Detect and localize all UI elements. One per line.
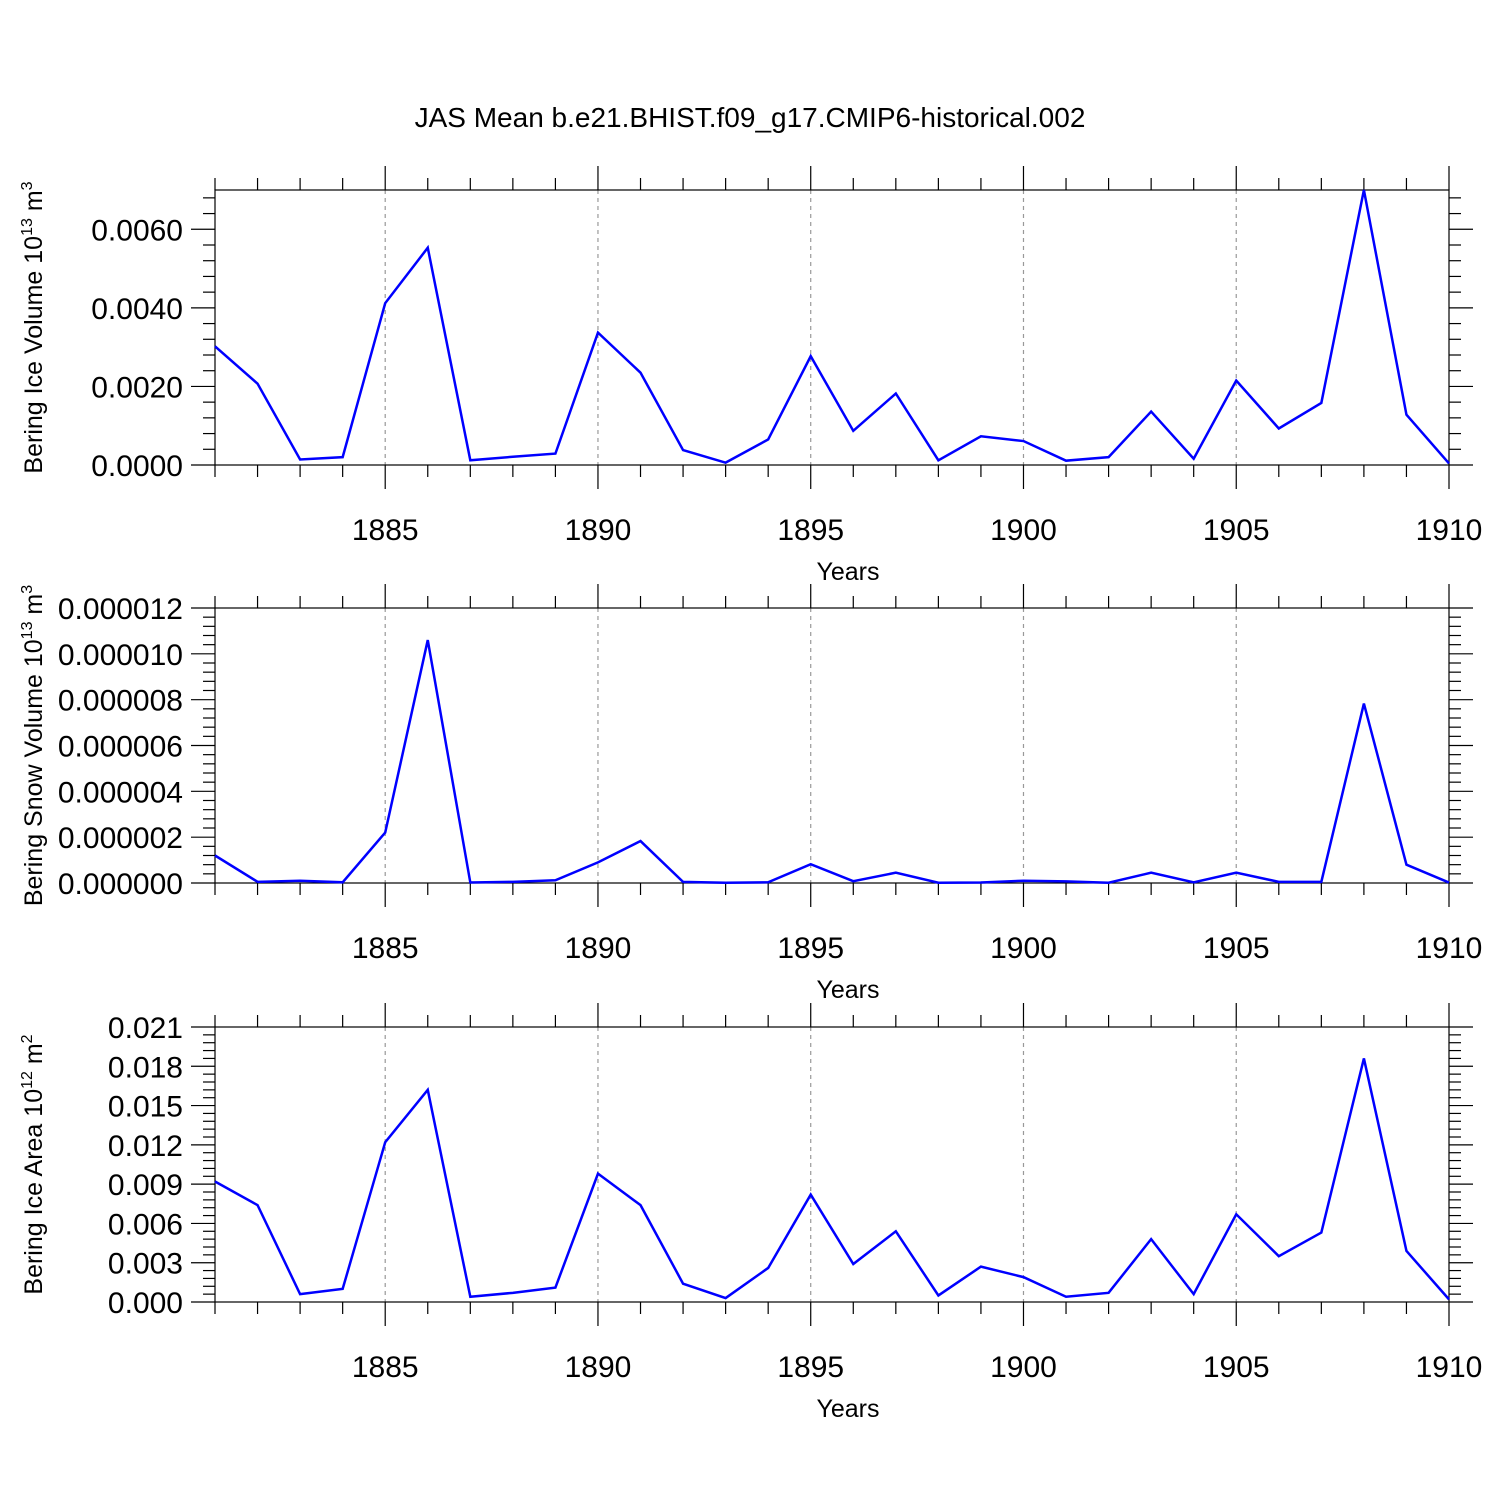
y-tick-label: 0.000010 [58,639,183,672]
y-axis-title: Bering Snow Volume 1013 m3 [19,585,48,906]
x-tick-label: 1905 [1203,1351,1270,1384]
chart-panel-1: 0.0000 0.0020 0.0040 0.0060 1885 1890 1895 1900… [19,166,1482,586]
x-tick-label: 1900 [990,1351,1057,1384]
y-tick-label: 0.000004 [58,776,183,809]
plot-frame [214,189,1450,466]
chart-panel-3: 0.000 0.003 0.006 0.009 0.012 0.015 0.018 0.021… [19,1003,1482,1423]
y-tick-label: 0.012 [108,1130,183,1163]
y-tick-label: 0.009 [108,1169,183,1202]
x-tick-label: 1905 [1203,514,1270,547]
y-tick-label: 0.000000 [58,868,183,901]
x-tick-label: 1895 [777,514,844,547]
y-tick-label: 0.0040 [91,293,183,326]
y-tick-label: 0.000002 [58,822,183,855]
series-line [214,189,1450,465]
x-tick-label: 1885 [352,932,419,965]
x-tick-label: 1900 [990,932,1057,965]
y-tick-label: 0.003 [108,1248,183,1281]
x-tick-label: 1885 [352,514,419,547]
x-tick-label: 1895 [777,1351,844,1384]
y-tick-label: 0.0020 [91,371,183,404]
plot-frame [214,607,1450,884]
x-axis-title: Years [816,976,879,1004]
y-tick-label: 0.000008 [58,685,183,718]
y-tick-label: 0.021 [108,1012,183,1045]
x-tick-label: 1910 [1416,514,1483,547]
x-tick-label: 1900 [990,514,1057,547]
y-tick-label: 0.018 [108,1051,183,1084]
y-tick-label: 0.000012 [58,593,183,626]
y-tick-label: 0.015 [108,1091,183,1124]
x-tick-label: 1910 [1416,1351,1483,1384]
y-tick-label: 0.000 [108,1287,183,1320]
y-tick-label: 0.006 [108,1208,183,1241]
x-axis-title: Years [816,558,879,586]
y-tick-label: 0.0060 [91,214,183,247]
x-tick-label: 1895 [777,932,844,965]
y-axis-title: Bering Ice Volume 1013 m3 [19,181,48,473]
chart-panels: 0.0000 0.0020 0.0040 0.0060 1885 1890 1895 1900… [19,166,1482,1423]
x-tick-label: 1890 [565,1351,632,1384]
series-line [214,639,1450,885]
y-tick-label: 0.000006 [58,731,183,764]
chart-title: JAS Mean b.e21.BHIST.f09_g17.CMIP6-histo… [415,102,1086,133]
x-tick-label: 1905 [1203,932,1270,965]
chart-panel-2: 0.000000 0.000002 0.000004 0.000006 0.000008… [19,584,1482,1004]
x-axis-title: Years [816,1395,879,1423]
x-tick-label: 1910 [1416,932,1483,965]
y-tick-label: 0.0000 [91,450,183,483]
x-tick-label: 1890 [565,932,632,965]
x-tick-label: 1885 [352,1351,419,1384]
x-tick-label: 1890 [565,514,632,547]
plot-frame [214,1026,1450,1303]
y-axis-title: Bering Ice Area 1012 m2 [19,1034,48,1294]
series-line [214,1058,1450,1301]
